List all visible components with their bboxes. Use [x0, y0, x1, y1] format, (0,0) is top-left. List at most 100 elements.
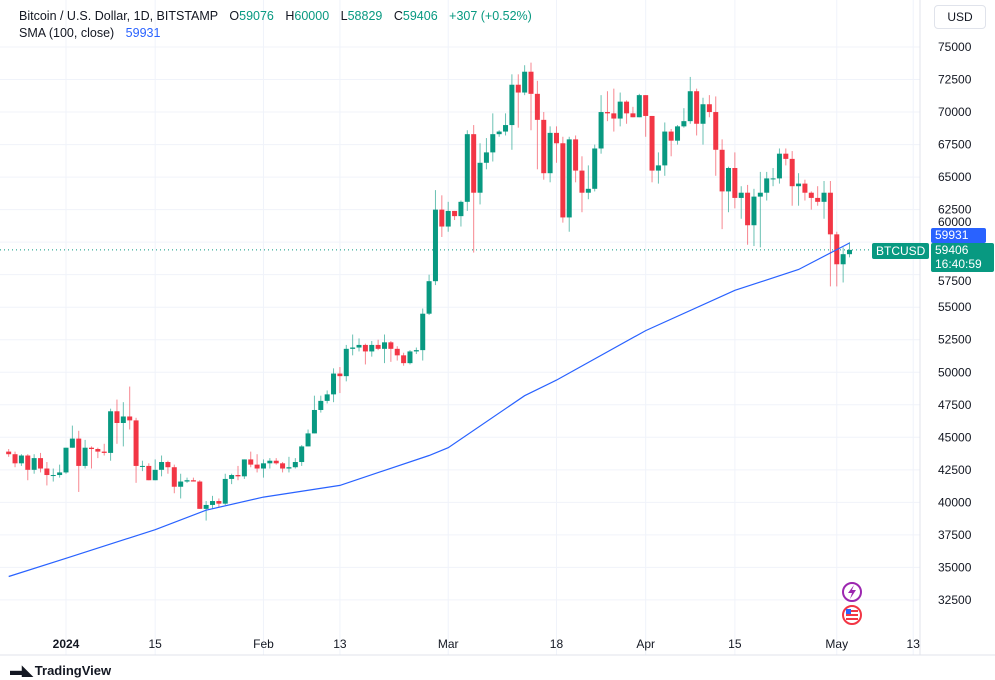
candle-body	[738, 192, 744, 198]
y-tick-label: 57500	[938, 274, 972, 288]
candle-body	[802, 183, 808, 193]
candle-up	[69, 425, 75, 448]
us-flag-icon[interactable]	[842, 605, 862, 625]
candle-body	[547, 132, 553, 174]
candle-down	[114, 399, 120, 444]
candle-body	[6, 451, 12, 455]
candle-body	[560, 143, 566, 218]
candle-body	[127, 416, 133, 421]
candle-down	[197, 480, 203, 509]
x-tick-label: 2024	[53, 637, 80, 651]
candle-body	[789, 158, 795, 187]
open-value: 59076	[239, 9, 274, 23]
candle-up	[407, 350, 413, 365]
candle-body	[432, 209, 438, 282]
candle-body	[745, 192, 751, 226]
y-tick-label: 70000	[938, 105, 972, 119]
y-tick-label: 35000	[938, 560, 972, 574]
candle-down	[668, 128, 674, 157]
candle-up	[152, 459, 158, 481]
candle-body	[426, 281, 432, 314]
candle-body	[31, 458, 37, 470]
candle-up	[764, 171, 770, 201]
candle-up	[700, 97, 706, 145]
candle-body	[273, 460, 279, 464]
candle-body	[464, 134, 470, 202]
candle-body	[719, 149, 725, 192]
lightning-icon[interactable]	[842, 582, 862, 602]
candle-body	[732, 167, 738, 198]
candle-body	[662, 131, 668, 166]
candle-up	[592, 144, 598, 192]
candle-body	[318, 400, 324, 410]
candle-up	[286, 456, 292, 473]
candle-down	[553, 126, 559, 163]
open-label: O	[229, 9, 240, 23]
y-tick-label: 42500	[938, 463, 972, 477]
candle-body	[840, 254, 846, 265]
candle-body	[808, 192, 814, 198]
candle-body	[114, 411, 120, 423]
candle-body	[420, 313, 426, 351]
time-axis[interactable]: 2024 15 Feb 13 Mar 18 Apr 15 May 13	[53, 637, 921, 651]
candle-body	[445, 210, 451, 227]
candle-up	[159, 455, 165, 477]
candle-body	[350, 347, 356, 349]
candle-body	[139, 465, 145, 467]
candle-body	[624, 101, 630, 114]
candle-up	[796, 173, 802, 206]
candle-down	[88, 446, 94, 469]
candle-up	[458, 200, 464, 227]
candle-up	[267, 458, 273, 469]
low-value: 58829	[347, 9, 383, 23]
candle-down	[254, 454, 260, 473]
candle-down	[745, 184, 751, 245]
candle-body	[643, 95, 649, 116]
candle-up	[178, 473, 184, 499]
candles	[6, 62, 853, 521]
candle-body	[496, 131, 502, 135]
candle-up	[503, 113, 509, 136]
indicator-row[interactable]: SMA (100, close) 59931	[19, 25, 532, 42]
candle-up	[598, 95, 604, 154]
close-label: C	[393, 9, 403, 23]
brand-name: TradingView	[34, 663, 112, 678]
candle-body	[579, 170, 585, 193]
candle-up	[229, 473, 235, 485]
y-tick-label: 32500	[938, 593, 972, 607]
candle-body	[713, 112, 719, 150]
candle-body	[235, 475, 241, 477]
y-tick-label: 60000	[938, 215, 972, 229]
candle-up	[662, 122, 668, 176]
currency-button[interactable]: USD	[934, 5, 986, 29]
candle-down	[171, 464, 177, 494]
candle-body	[490, 134, 496, 153]
candle-body	[585, 188, 591, 193]
candle-body	[337, 373, 343, 377]
candle-up	[655, 152, 661, 184]
candle-up	[305, 429, 311, 447]
candle-body	[299, 446, 305, 463]
close-value: 59406	[402, 9, 438, 23]
price-axis[interactable]: 32500 35000 37500 40000 42500 45000 47500 50000…	[938, 40, 972, 607]
candle-body	[388, 342, 394, 349]
candle-down	[471, 125, 477, 253]
candle-body	[229, 475, 235, 479]
candle-up	[483, 138, 489, 170]
bar-countdown: 16:40:59	[935, 257, 982, 271]
candle-body	[706, 104, 712, 113]
tradingview-logo[interactable]: ▬◣ TradingView	[10, 662, 111, 679]
candle-down	[375, 339, 381, 351]
candle-up	[82, 439, 88, 469]
candle-up	[636, 93, 642, 118]
candle-body	[178, 481, 184, 487]
candle-up	[260, 459, 266, 478]
candle-down	[12, 451, 18, 468]
candle-up	[738, 186, 744, 219]
x-tick-label: 15	[149, 637, 163, 651]
candle-body	[483, 152, 489, 163]
candle-down	[101, 443, 107, 456]
candle-down	[815, 186, 821, 206]
candle-body	[847, 249, 853, 255]
